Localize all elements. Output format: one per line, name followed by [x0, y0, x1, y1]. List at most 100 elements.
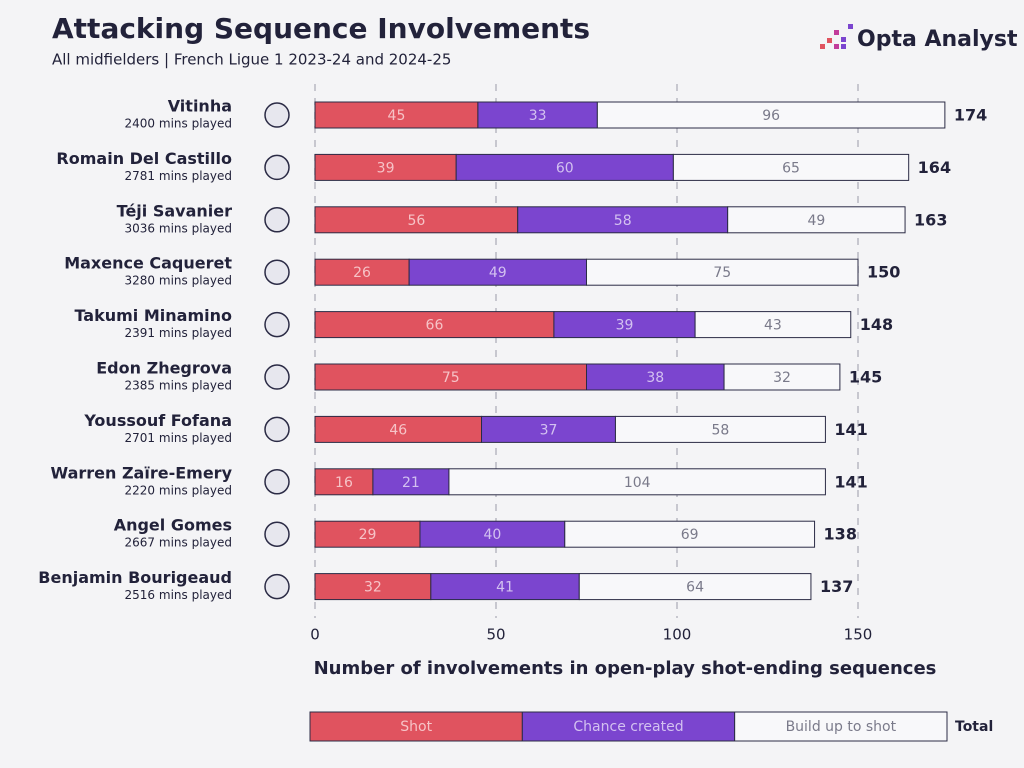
team-badge	[264, 207, 290, 233]
value-label: 64	[686, 580, 704, 596]
value-label: 60	[556, 160, 574, 176]
total-label: 141	[834, 420, 867, 439]
team-badge	[264, 573, 290, 600]
value-label: 16	[335, 475, 353, 491]
value-label: 56	[407, 213, 425, 229]
value-label: 49	[489, 265, 507, 281]
player-name: Edon Zhegrova	[96, 359, 232, 378]
value-label: 58	[712, 422, 730, 438]
bar-segment	[614, 415, 826, 443]
total-label: 164	[918, 158, 951, 177]
total-label: 145	[849, 368, 882, 387]
player-name: Angel Gomes	[114, 516, 232, 535]
bar-segment	[694, 311, 852, 339]
value-label: 43	[764, 318, 782, 334]
brand-name: Opta Analyst	[857, 27, 1018, 52]
value-label: 58	[614, 213, 632, 229]
value-label: 65	[782, 160, 800, 176]
team-badge	[264, 469, 290, 495]
team-badge	[264, 259, 290, 285]
bar-segment	[314, 153, 457, 181]
player-minutes: 2400 mins played	[125, 117, 232, 131]
bar-segment	[586, 363, 725, 391]
player-name: Maxence Caqueret	[64, 254, 232, 273]
x-tick-label: 150	[844, 626, 873, 644]
bar-segment	[477, 101, 598, 129]
brand-logo: Opta Analyst	[820, 24, 1018, 52]
team-badge	[264, 416, 290, 443]
x-tick-label: 0	[310, 626, 320, 644]
value-label: 46	[389, 422, 407, 438]
total-label: 174	[954, 106, 987, 125]
value-label: 104	[624, 475, 651, 491]
team-badge	[264, 154, 290, 181]
chart-subtitle: All midfielders | French Ligue 1 2023-24…	[52, 51, 451, 69]
bar-segment	[672, 153, 910, 181]
team-badge	[264, 364, 290, 390]
bar-segment	[455, 153, 674, 181]
value-label: 39	[377, 160, 395, 176]
bar-segment	[578, 573, 812, 601]
total-label: 163	[914, 210, 947, 229]
value-label: 96	[762, 108, 780, 124]
total-label: 148	[860, 315, 893, 334]
bar-segment	[314, 520, 421, 548]
total-label: 137	[820, 577, 853, 596]
player-name: Vitinha	[168, 97, 232, 116]
player-minutes: 2385 mins played	[125, 379, 232, 393]
bar-segment	[372, 468, 450, 496]
player-minutes: 3036 mins played	[125, 221, 232, 235]
value-label: 75	[713, 265, 731, 281]
player-name: Romain Del Castillo	[56, 149, 232, 168]
legend-swatch	[309, 711, 523, 742]
bar-segment	[553, 311, 696, 339]
value-label: 41	[496, 580, 514, 596]
total-label: 141	[834, 472, 867, 491]
value-label: 45	[388, 108, 406, 124]
value-label: 33	[529, 108, 547, 124]
player-name: Takumi Minamino	[74, 306, 232, 325]
value-label: 66	[426, 318, 444, 334]
legend-total: Total	[955, 719, 993, 735]
player-minutes: 2516 mins played	[125, 588, 232, 602]
legend-swatch	[734, 711, 948, 742]
player-name: Youssouf Fofana	[83, 411, 232, 430]
value-label: 26	[353, 265, 371, 281]
bar-segment	[727, 206, 906, 234]
total-label: 138	[824, 525, 857, 544]
value-label: 39	[616, 318, 634, 334]
total-label: 150	[867, 263, 900, 282]
player-minutes: 2781 mins played	[125, 169, 232, 183]
bar-segment	[481, 415, 616, 443]
legend-label: Chance created	[573, 719, 683, 735]
value-label: 40	[483, 527, 501, 543]
player-minutes: 2391 mins played	[125, 326, 232, 340]
value-label: 29	[359, 527, 377, 543]
bar-segment	[314, 468, 374, 496]
team-badge	[264, 521, 290, 547]
value-label: 38	[646, 370, 664, 386]
value-label: 32	[773, 370, 791, 386]
bar-segment	[314, 363, 587, 391]
player-minutes: 2701 mins played	[125, 431, 232, 445]
bar-segment	[586, 258, 859, 286]
player-minutes: 2220 mins played	[125, 483, 232, 497]
x-tick-label: 100	[663, 626, 692, 644]
player-minutes: 2667 mins played	[125, 536, 232, 550]
team-badge	[264, 311, 290, 338]
x-tick-label: 50	[486, 626, 505, 644]
player-name: Téji Savanier	[117, 201, 232, 220]
value-label: 75	[442, 370, 460, 386]
player-minutes: 3280 mins played	[125, 274, 232, 288]
x-axis-label: Number of involvements in open-play shot…	[314, 658, 937, 679]
value-label: 69	[681, 527, 699, 543]
chart-title: Attacking Sequence Involvements	[52, 12, 590, 45]
bar-segment	[564, 520, 816, 548]
value-label: 21	[402, 475, 420, 491]
player-name: Warren Zaïre-Emery	[50, 463, 232, 482]
bar-segment	[314, 258, 410, 286]
value-label: 37	[540, 422, 558, 438]
bar-segment	[314, 206, 519, 234]
bar-segment	[419, 520, 566, 548]
